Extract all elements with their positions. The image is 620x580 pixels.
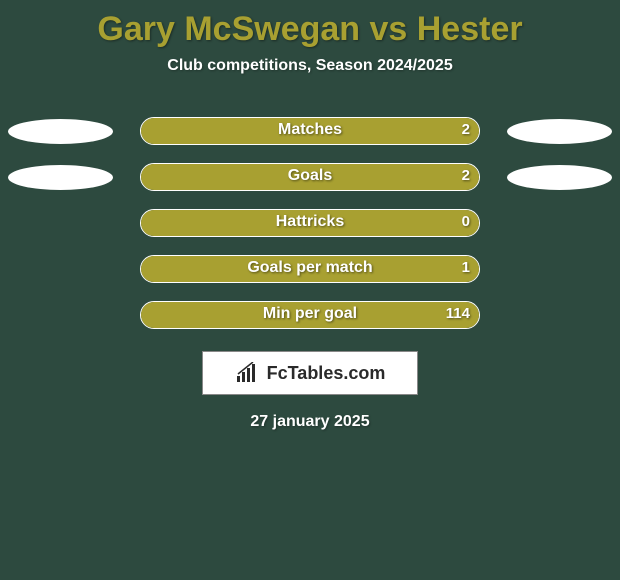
stat-row: Goals per match1 — [0, 253, 620, 287]
stat-bar-fill — [141, 210, 479, 236]
brand-logo: FcTables.com — [202, 351, 418, 395]
stat-bar — [140, 117, 480, 145]
stat-bar-fill — [141, 302, 479, 328]
stat-bar — [140, 301, 480, 329]
stat-row: Goals2 — [0, 161, 620, 195]
stat-row: Min per goal114 — [0, 299, 620, 333]
stat-bar-fill — [141, 256, 479, 282]
infographic-container: Gary McSwegan vs Hester Club competition… — [0, 0, 620, 580]
left-ellipse — [8, 119, 113, 144]
left-ellipse — [8, 165, 113, 190]
stat-row: Hattricks0 — [0, 207, 620, 241]
date-label: 27 january 2025 — [0, 413, 620, 431]
stat-bar-fill — [141, 164, 479, 190]
stat-bar — [140, 209, 480, 237]
stat-bar — [140, 163, 480, 191]
right-ellipse — [507, 119, 612, 144]
page-title: Gary McSwegan vs Hester — [0, 0, 620, 49]
stat-bar — [140, 255, 480, 283]
subtitle: Club competitions, Season 2024/2025 — [0, 57, 620, 75]
stat-bar-fill — [141, 118, 479, 144]
stats-area: Matches2 Goals2 Hattricks0 Goals per match1… — [0, 115, 620, 333]
chart-bars-icon — [235, 362, 261, 384]
right-ellipse — [507, 165, 612, 190]
stat-row: Matches2 — [0, 115, 620, 149]
brand-text: FcTables.com — [267, 363, 386, 384]
